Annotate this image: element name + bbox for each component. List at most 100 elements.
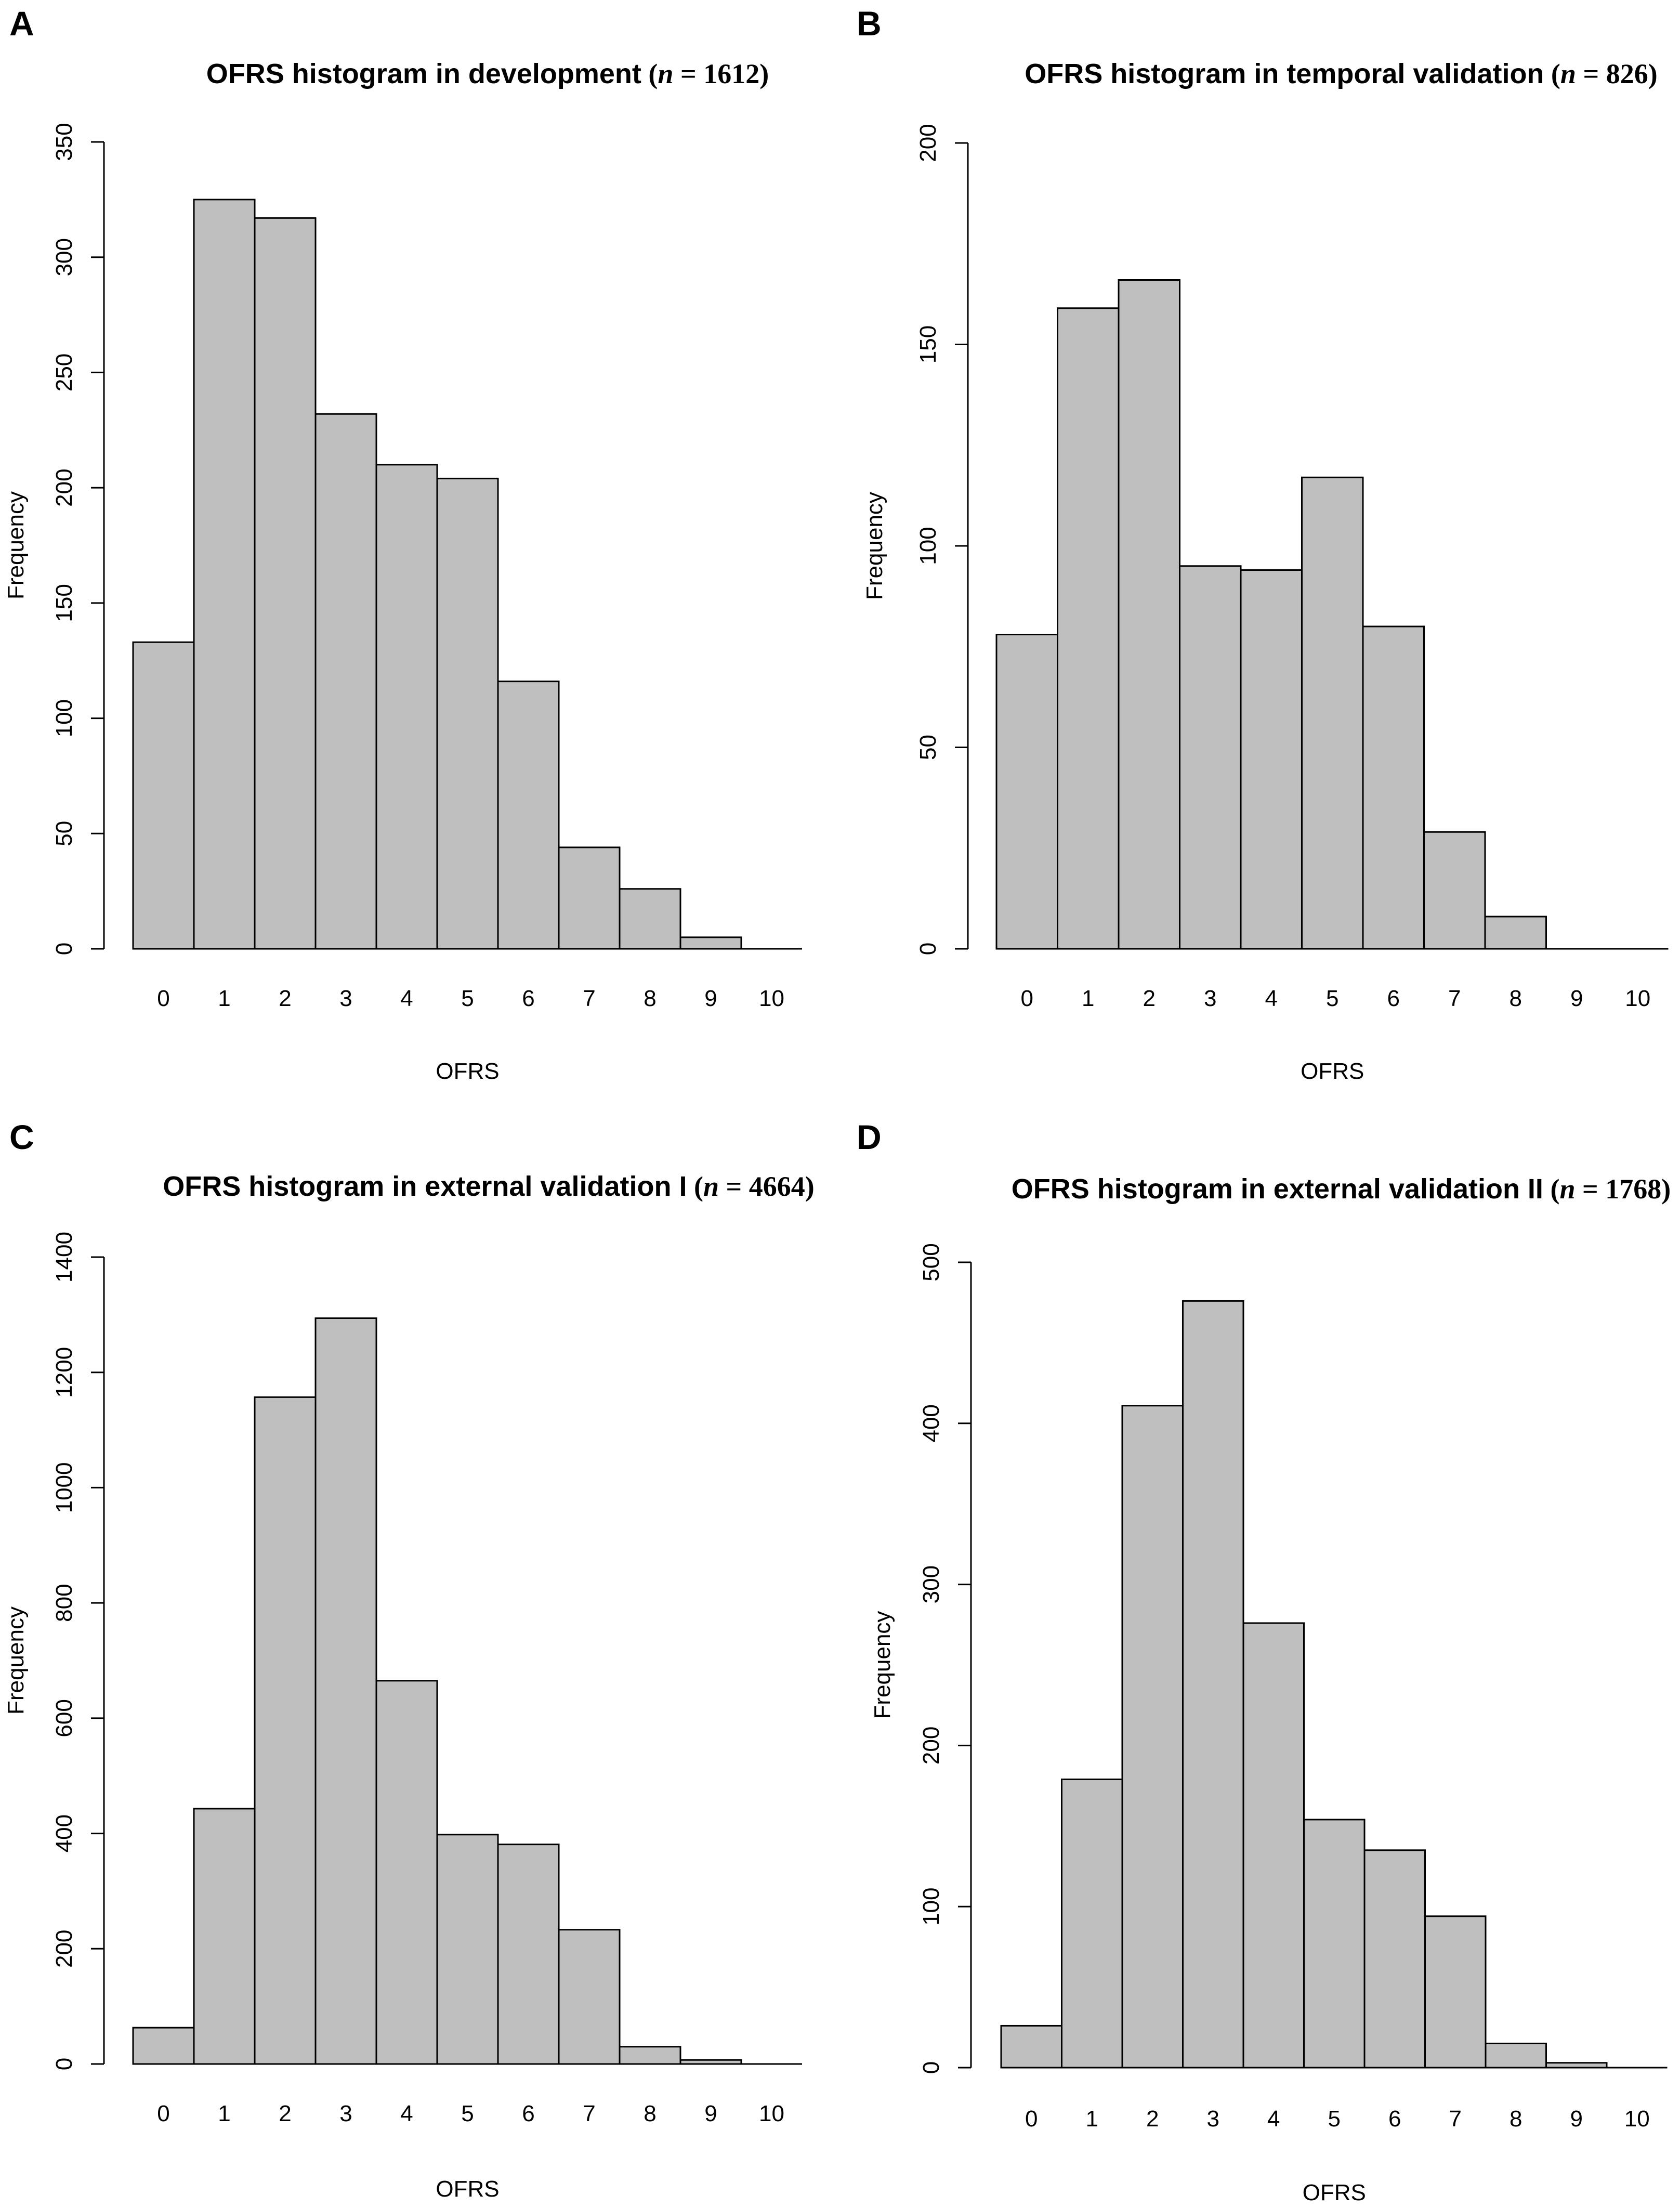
histogram-bar bbox=[375, 1680, 438, 2065]
histogram-bar bbox=[1484, 916, 1547, 950]
y-tick-label: 300 bbox=[918, 1565, 944, 1603]
y-tick-label: 0 bbox=[918, 2061, 944, 2074]
x-tick-label: 3 bbox=[339, 986, 352, 1011]
histogram-bar bbox=[436, 477, 499, 950]
y-tick-label: 0 bbox=[915, 943, 941, 955]
x-tick-label: 4 bbox=[400, 2101, 413, 2126]
panel-letter: B bbox=[857, 4, 882, 43]
histogram-bar bbox=[1303, 1819, 1366, 2069]
y-axis-label: Frequency bbox=[3, 1606, 29, 1715]
chart-title-paren: ( bbox=[1544, 58, 1560, 89]
chart-panel-c: C OFRS histogram in external validation I… bbox=[3, 1118, 815, 2202]
y-tick-label: 200 bbox=[51, 468, 77, 506]
chart-title-text: OFRS histogram in temporal validation bbox=[1025, 58, 1544, 89]
x-tick-label: 8 bbox=[644, 986, 656, 1011]
x-tick-label: 0 bbox=[157, 2101, 169, 2126]
x-tick-label: 4 bbox=[400, 986, 413, 1011]
histogram-bar bbox=[1057, 307, 1120, 950]
chart-title-paren: ( bbox=[1543, 1173, 1559, 1205]
y-tick-label: 100 bbox=[51, 699, 77, 737]
x-tick-label: 0 bbox=[1021, 986, 1033, 1011]
x-tick-label: 10 bbox=[759, 2101, 784, 2126]
chart-panel-d: D OFRS histogram in external validation I… bbox=[857, 1118, 1671, 2205]
chart-title-count: = 4664) bbox=[719, 1171, 815, 1202]
x-tick-label: 9 bbox=[704, 2101, 717, 2126]
histogram-bar bbox=[1121, 1405, 1184, 2069]
histogram-bar bbox=[436, 1834, 499, 2065]
x-axis-label: OFRS bbox=[436, 2176, 499, 2202]
y-tick-label: 1400 bbox=[51, 1232, 77, 1283]
histogram-bar bbox=[1061, 1778, 1123, 2069]
x-tick-label: 6 bbox=[1387, 986, 1400, 1011]
chart-title-count: = 1768) bbox=[1575, 1173, 1671, 1205]
y-tick-label: 350 bbox=[51, 123, 77, 161]
chart-title-paren: ( bbox=[641, 58, 658, 89]
x-tick-label: 4 bbox=[1265, 986, 1278, 1011]
x-tick-label: 3 bbox=[339, 2101, 352, 2126]
x-tick-label: 1 bbox=[1082, 986, 1094, 1011]
y-tick-label: 0 bbox=[51, 943, 77, 955]
y-axis-label: Frequency bbox=[3, 491, 29, 599]
chart-title-count: = 826) bbox=[1576, 58, 1658, 89]
y-tick-label: 50 bbox=[915, 735, 941, 760]
y-tick-label: 0 bbox=[51, 2058, 77, 2070]
x-tick-label: 1 bbox=[1086, 2106, 1098, 2132]
y-tick-label: 100 bbox=[915, 527, 941, 565]
histogram-bar bbox=[619, 2046, 681, 2065]
y-tick-label: 50 bbox=[51, 821, 77, 846]
x-tick-label: 5 bbox=[461, 986, 474, 1011]
chart-title-n: n bbox=[658, 58, 673, 89]
histogram-bar bbox=[1423, 831, 1486, 950]
chart-panel-a: A OFRS histogram in development (n = 1612… bbox=[3, 4, 802, 1084]
x-tick-label: 7 bbox=[1449, 2106, 1462, 2132]
y-tick-label: 200 bbox=[51, 1930, 77, 1968]
x-tick-label: 0 bbox=[1025, 2106, 1038, 2132]
histogram-bar bbox=[1000, 2024, 1062, 2069]
histogram-bar bbox=[1240, 569, 1303, 950]
x-tick-label: 0 bbox=[157, 986, 169, 1011]
x-tick-label: 10 bbox=[759, 986, 784, 1011]
y-tick-label: 100 bbox=[918, 1887, 944, 1925]
histogram-bar bbox=[1179, 565, 1242, 950]
x-tick-label: 8 bbox=[1510, 986, 1522, 1011]
chart-title-n: n bbox=[703, 1171, 719, 1202]
histogram-bar bbox=[679, 2059, 742, 2065]
panel-letter: D bbox=[857, 1118, 882, 1156]
y-axis-label: Frequency bbox=[870, 1611, 895, 1719]
histogram-bar bbox=[1363, 1849, 1426, 2069]
histogram-bar bbox=[193, 1808, 256, 2065]
histogram-bar bbox=[995, 634, 1058, 950]
histogram-bar bbox=[679, 936, 742, 950]
x-tick-label: 2 bbox=[279, 2101, 291, 2126]
panel-letter: A bbox=[9, 4, 34, 43]
y-tick-label: 300 bbox=[51, 238, 77, 276]
x-tick-label: 1 bbox=[218, 986, 230, 1011]
y-axis-label: Frequency bbox=[862, 492, 887, 600]
x-tick-label: 6 bbox=[1388, 2106, 1401, 2132]
chart-title-text: OFRS histogram in external validation II bbox=[1012, 1173, 1543, 1205]
x-tick-label: 9 bbox=[1570, 986, 1583, 1011]
y-tick-label: 600 bbox=[51, 1699, 77, 1737]
histogram-bar bbox=[193, 199, 256, 950]
x-tick-label: 7 bbox=[583, 2101, 595, 2126]
x-tick-label: 9 bbox=[704, 986, 717, 1011]
chart-title-n: n bbox=[1559, 1173, 1575, 1205]
histogram-bar bbox=[132, 641, 195, 950]
x-tick-label: 2 bbox=[1143, 986, 1156, 1011]
histogram-bar bbox=[1301, 476, 1364, 950]
y-tick-label: 200 bbox=[918, 1727, 944, 1765]
y-tick-label: 800 bbox=[51, 1584, 77, 1622]
x-tick-label: 3 bbox=[1204, 986, 1216, 1011]
panel-letter: C bbox=[9, 1118, 34, 1156]
x-tick-label: 5 bbox=[1328, 2106, 1341, 2132]
chart-title: OFRS histogram in temporal validation (n… bbox=[1025, 58, 1657, 89]
x-tick-label: 1 bbox=[218, 2101, 230, 2126]
y-tick-label: 250 bbox=[51, 354, 77, 391]
x-tick-label: 4 bbox=[1267, 2106, 1280, 2132]
x-tick-label: 6 bbox=[522, 2101, 534, 2126]
x-tick-label: 5 bbox=[461, 2101, 474, 2126]
x-tick-label: 3 bbox=[1207, 2106, 1219, 2132]
y-tick-label: 400 bbox=[51, 1814, 77, 1852]
